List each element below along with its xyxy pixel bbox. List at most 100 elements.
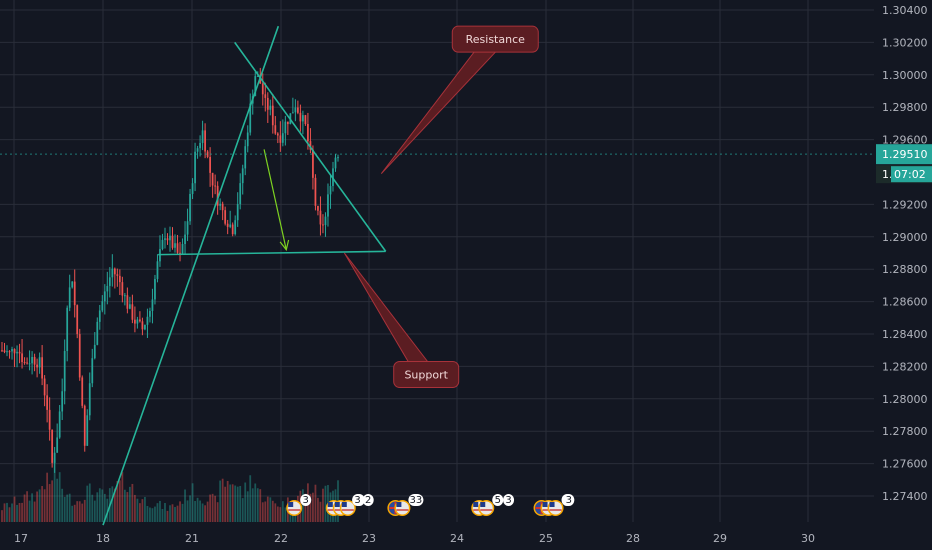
- event-count-badge: [352, 494, 364, 506]
- volume-bar: [51, 480, 54, 522]
- candle-body: [66, 307, 69, 352]
- volume-bar: [184, 489, 186, 522]
- event-count: 2: [365, 495, 371, 506]
- event-count: 3: [505, 495, 511, 506]
- current-price-badge: 1.29510: [876, 144, 932, 165]
- event-count-badge: [563, 494, 575, 506]
- candle-body: [204, 130, 206, 152]
- candle-body: [3, 350, 6, 353]
- candle-body: [21, 353, 23, 363]
- volume-bar: [91, 494, 94, 522]
- volume-bar: [281, 501, 284, 522]
- volume-bar: [46, 472, 49, 522]
- volume-bar: [317, 497, 319, 522]
- candle-body: [307, 123, 309, 142]
- candle-body: [334, 157, 337, 169]
- candle-body: [214, 185, 217, 187]
- candle-body: [176, 243, 179, 253]
- candle-body: [196, 148, 199, 152]
- volume-bar: [73, 504, 76, 522]
- time-tick-label: 28: [626, 532, 640, 545]
- candle-body: [139, 319, 141, 322]
- candle-body: [312, 149, 314, 178]
- trendlines: [102, 25, 387, 526]
- candle-body: [113, 268, 116, 275]
- candle-body: [169, 235, 171, 241]
- volume-bar: [111, 486, 114, 522]
- volume-bar: [129, 486, 131, 522]
- event-count: 3: [566, 495, 572, 506]
- callout-box: [451, 25, 539, 53]
- flag-canton: [341, 502, 347, 507]
- volume-bar: [312, 492, 314, 522]
- candle-body: [116, 274, 119, 276]
- callout-resistance: Resistance: [380, 25, 539, 174]
- economic-events: 3532335333: [286, 494, 575, 516]
- time-tick-label: 25: [539, 532, 553, 545]
- flag-canton: [396, 502, 402, 507]
- volume-bar: [123, 489, 126, 522]
- candle-body: [23, 362, 26, 364]
- volume-bar: [26, 491, 28, 522]
- event-marker: 2: [362, 494, 374, 506]
- volume-bar: [139, 503, 141, 522]
- volume-bar: [191, 483, 194, 522]
- price-tick-label: 1.29600: [882, 134, 928, 147]
- volume-bar: [149, 507, 151, 522]
- candle-body: [98, 310, 101, 322]
- candle-body: [48, 409, 51, 430]
- event-marker: 5: [471, 494, 504, 516]
- event-count-badge: [362, 494, 374, 506]
- candle-body: [16, 351, 18, 354]
- volume-bar: [68, 493, 71, 522]
- volume-bar: [174, 507, 176, 522]
- candle-body: [319, 210, 322, 225]
- candle-body: [337, 157, 339, 159]
- volume-bar: [269, 497, 272, 522]
- candle-body: [26, 362, 28, 364]
- candle-body: [274, 125, 277, 134]
- price-tick-label: 1.28400: [882, 328, 928, 341]
- candle-body: [121, 282, 124, 296]
- volume-bar: [36, 491, 38, 522]
- volume-bar: [136, 498, 139, 522]
- volume-bar: [88, 483, 91, 522]
- candle-body: [51, 429, 54, 463]
- time-tick-label: 18: [96, 532, 110, 545]
- volume-bar: [131, 483, 134, 522]
- event-marker: 33: [387, 494, 424, 516]
- volume-bar: [6, 502, 8, 522]
- candle-body: [41, 357, 43, 379]
- volume-bar: [234, 485, 237, 522]
- candle-body: [118, 275, 121, 283]
- volume-bar: [274, 503, 277, 522]
- event-count: 3: [354, 495, 360, 506]
- candle-body: [71, 281, 74, 288]
- volume-bar: [229, 484, 232, 522]
- candle-body: [221, 203, 224, 211]
- candle-body: [294, 107, 297, 113]
- volume-bar: [154, 506, 156, 522]
- flag-canton: [334, 502, 340, 507]
- callout-box: [393, 361, 460, 388]
- event-count-badge: [300, 494, 312, 506]
- countdown-prefix: 1.: [882, 168, 893, 181]
- volume-bar: [322, 488, 324, 522]
- event-marker: 3: [503, 494, 515, 506]
- candle-body: [28, 363, 31, 365]
- volume-bar: [16, 504, 18, 522]
- time-tick-label: 17: [14, 532, 28, 545]
- time-axis: 17 18 21 22 23 24 25 28 29 30: [14, 532, 815, 545]
- time-tick-label: 22: [274, 532, 288, 545]
- volume-bar: [164, 502, 166, 522]
- volume-bar: [3, 503, 6, 522]
- candle-body: [78, 334, 81, 378]
- flag-canton: [480, 502, 486, 507]
- volume-bar: [156, 503, 159, 522]
- candle-body: [126, 295, 129, 309]
- candle-body: [83, 405, 86, 446]
- volume-bar: [116, 481, 119, 522]
- price-tick-label: 1.28800: [882, 263, 928, 276]
- event-count: 3: [303, 495, 309, 506]
